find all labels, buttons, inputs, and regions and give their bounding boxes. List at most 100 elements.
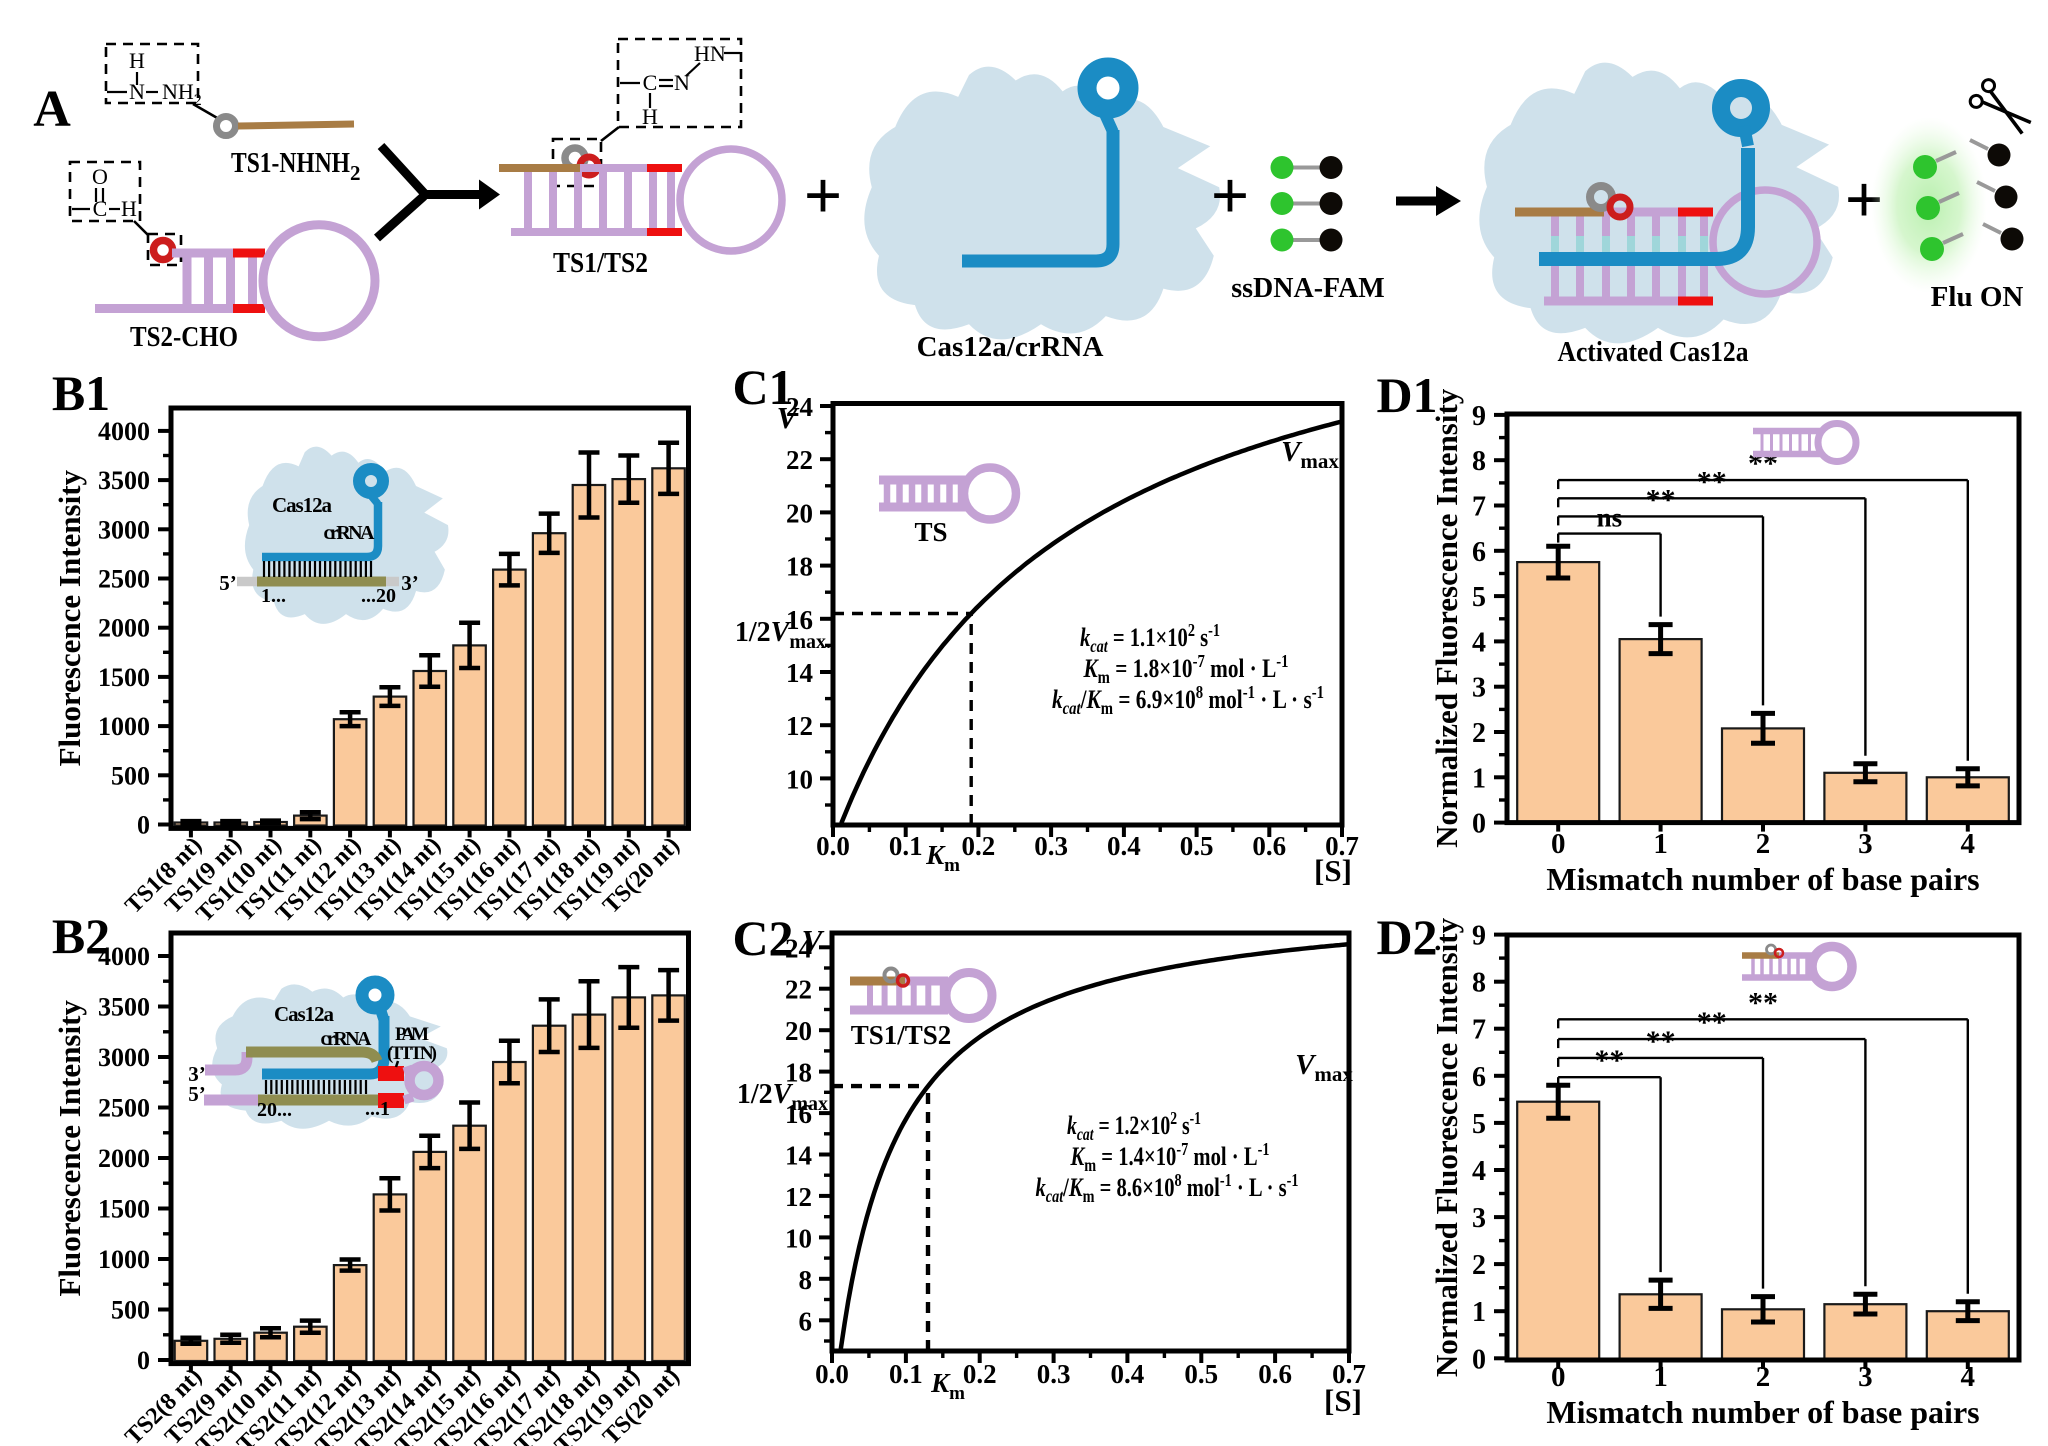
svg-text:4: 4 [1472, 627, 1486, 658]
svg-text:9: 9 [1472, 401, 1486, 432]
svg-text:24: 24 [786, 392, 813, 422]
svg-text:3500: 3500 [98, 466, 150, 495]
svg-text:ssDNA-FAM: ssDNA-FAM [1231, 273, 1384, 304]
svg-text:Normalized Fluorescence Intens: Normalized Fluorescence Intensity [1429, 388, 1464, 848]
svg-text:V: V [802, 923, 825, 958]
svg-text:3: 3 [1472, 1203, 1486, 1234]
svg-text:2500: 2500 [98, 1094, 150, 1123]
svg-text:...1: ...1 [365, 1098, 390, 1120]
svg-text:18: 18 [786, 552, 813, 582]
svg-text:6: 6 [799, 1306, 813, 1336]
svg-text:**: ** [1594, 1044, 1624, 1077]
svg-text:**: ** [1646, 1025, 1676, 1058]
svg-text:2500: 2500 [98, 565, 150, 594]
svg-text:0.2: 0.2 [963, 1359, 997, 1389]
svg-text:3: 3 [1858, 1361, 1873, 1393]
svg-text:0.1: 0.1 [889, 1359, 923, 1389]
svg-text:Km: Km [930, 1368, 965, 1404]
svg-text:2: 2 [1472, 1250, 1486, 1281]
svg-text:+: + [1211, 157, 1250, 233]
svg-text:crRNA: crRNA [324, 522, 376, 544]
svg-text:V: V [777, 400, 800, 435]
svg-text:1000: 1000 [98, 1245, 150, 1274]
svg-text:20...: 20... [257, 1099, 292, 1121]
svg-text:2: 2 [1472, 718, 1486, 749]
svg-text:kcat = 1.2×102 s-1: kcat = 1.2×102 s-1 [1067, 1108, 1201, 1144]
svg-text:0.5: 0.5 [1180, 831, 1214, 861]
svg-text:Fluorescence Intensity: Fluorescence Intensity [52, 469, 87, 766]
svg-text:20: 20 [785, 1016, 812, 1046]
svg-text:5’: 5’ [219, 571, 237, 595]
svg-text:0.2: 0.2 [962, 831, 996, 861]
svg-text:8: 8 [1472, 968, 1486, 999]
svg-text:PAM: PAM [395, 1024, 429, 1045]
svg-text:TS1-NHNH2: TS1-NHNH2 [231, 147, 361, 185]
svg-text:3: 3 [1472, 673, 1486, 704]
svg-text:0: 0 [1551, 828, 1566, 860]
svg-text:TS1/TS2: TS1/TS2 [553, 247, 648, 279]
svg-text:0.6: 0.6 [1252, 831, 1286, 861]
svg-text:2000: 2000 [98, 1144, 150, 1173]
svg-text:TS: TS [914, 517, 947, 547]
svg-text:0: 0 [1472, 1344, 1486, 1375]
svg-text:10: 10 [785, 1223, 812, 1253]
svg-text:TS1/TS2: TS1/TS2 [851, 1020, 952, 1050]
svg-text:10: 10 [786, 764, 813, 794]
svg-text:4: 4 [1472, 1156, 1486, 1187]
svg-text:**: ** [1748, 986, 1778, 1019]
svg-text:0: 0 [137, 1346, 150, 1375]
svg-text:C2: C2 [732, 910, 793, 966]
svg-text:0.3: 0.3 [1034, 831, 1068, 861]
svg-text:8: 8 [799, 1265, 813, 1295]
svg-text:1: 1 [1653, 1361, 1668, 1393]
svg-text:...20: ...20 [361, 585, 396, 607]
svg-text:0.0: 0.0 [815, 1359, 849, 1389]
svg-text:12: 12 [785, 1182, 812, 1212]
svg-text:0: 0 [1551, 1361, 1566, 1393]
svg-text:Flu ON: Flu ON [1931, 281, 2024, 313]
svg-text:[S]: [S] [1324, 1383, 1362, 1418]
svg-text:D2: D2 [1376, 909, 1437, 965]
svg-text:0.4: 0.4 [1107, 831, 1141, 861]
svg-text:D1: D1 [1376, 367, 1437, 423]
svg-text:**: ** [1697, 1006, 1727, 1039]
svg-text:4000: 4000 [98, 942, 150, 971]
svg-text:+: + [804, 157, 843, 233]
svg-text:7: 7 [1472, 1015, 1486, 1046]
svg-text:**: ** [1646, 483, 1676, 516]
svg-text:16: 16 [786, 605, 813, 635]
svg-text:0.5: 0.5 [1184, 1359, 1218, 1389]
svg-text:B2: B2 [52, 908, 110, 964]
svg-text:1...: 1... [261, 585, 286, 607]
svg-text:0.4: 0.4 [1111, 1359, 1145, 1389]
svg-text:0.0: 0.0 [816, 831, 850, 861]
svg-text:H: H [642, 104, 658, 129]
svg-text:0.6: 0.6 [1258, 1359, 1292, 1389]
svg-text:4000: 4000 [98, 417, 150, 446]
svg-text:1: 1 [1653, 828, 1668, 860]
svg-text:0.1: 0.1 [889, 831, 923, 861]
svg-text:Cas12a: Cas12a [274, 1002, 335, 1026]
svg-text:Normalized Fluorescence Intens: Normalized Fluorescence Intensity [1429, 917, 1464, 1377]
svg-text:2000: 2000 [98, 614, 150, 643]
svg-text:18: 18 [785, 1058, 812, 1088]
svg-text:HN: HN [694, 41, 726, 66]
svg-text:9: 9 [1472, 921, 1486, 952]
svg-text:N: N [129, 79, 145, 104]
svg-text:Cas12a/crRNA: Cas12a/crRNA [917, 331, 1104, 363]
svg-text:3: 3 [1858, 828, 1873, 860]
svg-text:A: A [33, 81, 71, 138]
svg-text:Km = 1.8×10-7 mol · L-1: Km = 1.8×10-7 mol · L-1 [1083, 651, 1289, 687]
svg-text:24: 24 [785, 933, 812, 963]
svg-text:H: H [121, 196, 137, 221]
svg-text:kcat/Km = 8.6×108 mol-1 · L ·: kcat/Km = 8.6×108 mol-1 · L · s-1 [1036, 1170, 1299, 1206]
svg-text:22: 22 [786, 445, 813, 475]
svg-text:Km: Km [925, 840, 960, 876]
svg-text:500: 500 [111, 1296, 150, 1325]
svg-text:3000: 3000 [98, 1043, 150, 1072]
svg-text:B1: B1 [52, 365, 110, 421]
svg-text:H: H [129, 48, 145, 73]
svg-text:C1: C1 [732, 359, 793, 415]
svg-text:0.3: 0.3 [1037, 1359, 1071, 1389]
svg-text:C: C [643, 70, 658, 95]
